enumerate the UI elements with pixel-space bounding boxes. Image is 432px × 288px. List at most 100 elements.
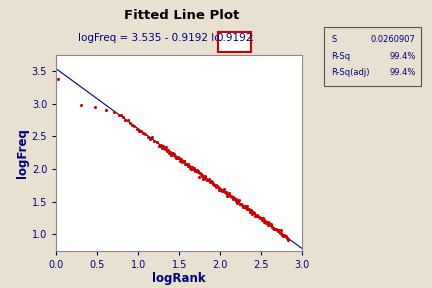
Point [228,194,235,198]
Point [190,166,197,171]
Point [283,235,290,240]
Point [197,172,204,177]
Point [193,168,200,173]
Point [241,205,248,210]
Point [171,153,178,158]
Point [276,228,283,233]
Point [182,162,189,166]
Point [225,192,232,197]
Point [214,185,221,189]
Point [203,178,210,182]
Point [249,210,256,215]
Point [156,143,162,148]
Point [213,184,220,188]
Point [230,195,237,199]
Point [163,147,170,152]
Point [248,208,255,212]
Point [261,220,268,225]
Point [255,214,262,219]
Point [158,144,165,149]
Point [140,131,147,136]
Point [219,188,226,193]
Point [220,188,227,193]
Point [115,112,122,117]
Text: Fitted Line Plot: Fitted Line Plot [124,9,239,22]
Point [275,229,282,234]
Point [189,164,196,169]
Point [238,203,245,207]
Point [277,228,284,232]
Point [194,168,200,172]
Point [239,204,246,209]
Point [269,225,276,229]
Point [233,197,240,201]
Point [247,208,254,213]
Point [272,227,279,231]
Point [276,230,283,235]
Point [250,211,257,215]
Point [253,213,260,217]
Point [196,174,203,179]
Point [198,173,205,178]
Point [195,168,202,173]
Point [137,129,144,134]
Point [187,166,194,171]
Point [199,173,206,178]
Point [273,228,280,232]
Point [172,156,179,160]
Point [211,183,218,187]
Point [131,123,138,128]
Point [225,193,232,197]
Point [224,194,231,198]
Point [167,153,174,157]
Point [229,195,235,200]
Point [169,151,176,156]
Point [187,166,194,170]
Point [240,203,247,208]
Point [118,113,124,117]
Point [166,149,173,154]
Point [77,103,84,107]
Point [165,147,172,152]
Point [135,128,142,133]
Point [200,175,207,179]
Point [242,206,249,211]
Text: S: S [331,35,337,44]
Point [231,196,238,200]
Point [153,140,160,145]
Point [210,182,217,187]
Point [133,127,140,132]
Point [184,161,191,166]
Point [122,117,129,122]
Point [241,204,248,209]
Point [268,222,275,226]
Point [209,179,216,184]
Point [212,185,219,189]
Point [234,200,241,205]
Point [265,222,272,227]
Point [201,175,208,179]
Point [144,134,151,139]
Point [232,199,239,203]
Point [162,147,168,151]
Point [270,226,277,231]
X-axis label: logRank: logRank [152,272,206,285]
Point [252,214,259,219]
Point [183,162,190,166]
Point [259,218,266,222]
Point [174,156,181,160]
Point [232,196,238,201]
Point [245,207,251,212]
Point [218,188,225,193]
Point [236,202,243,206]
Text: R-Sq(adj): R-Sq(adj) [331,68,370,77]
Point [237,202,244,206]
Point [162,144,169,149]
Text: 99.4%: 99.4% [389,52,416,60]
Point [185,164,192,168]
Point [216,187,223,192]
Point [256,216,263,221]
Point [246,209,253,214]
Point [178,158,185,163]
Point [285,238,292,242]
